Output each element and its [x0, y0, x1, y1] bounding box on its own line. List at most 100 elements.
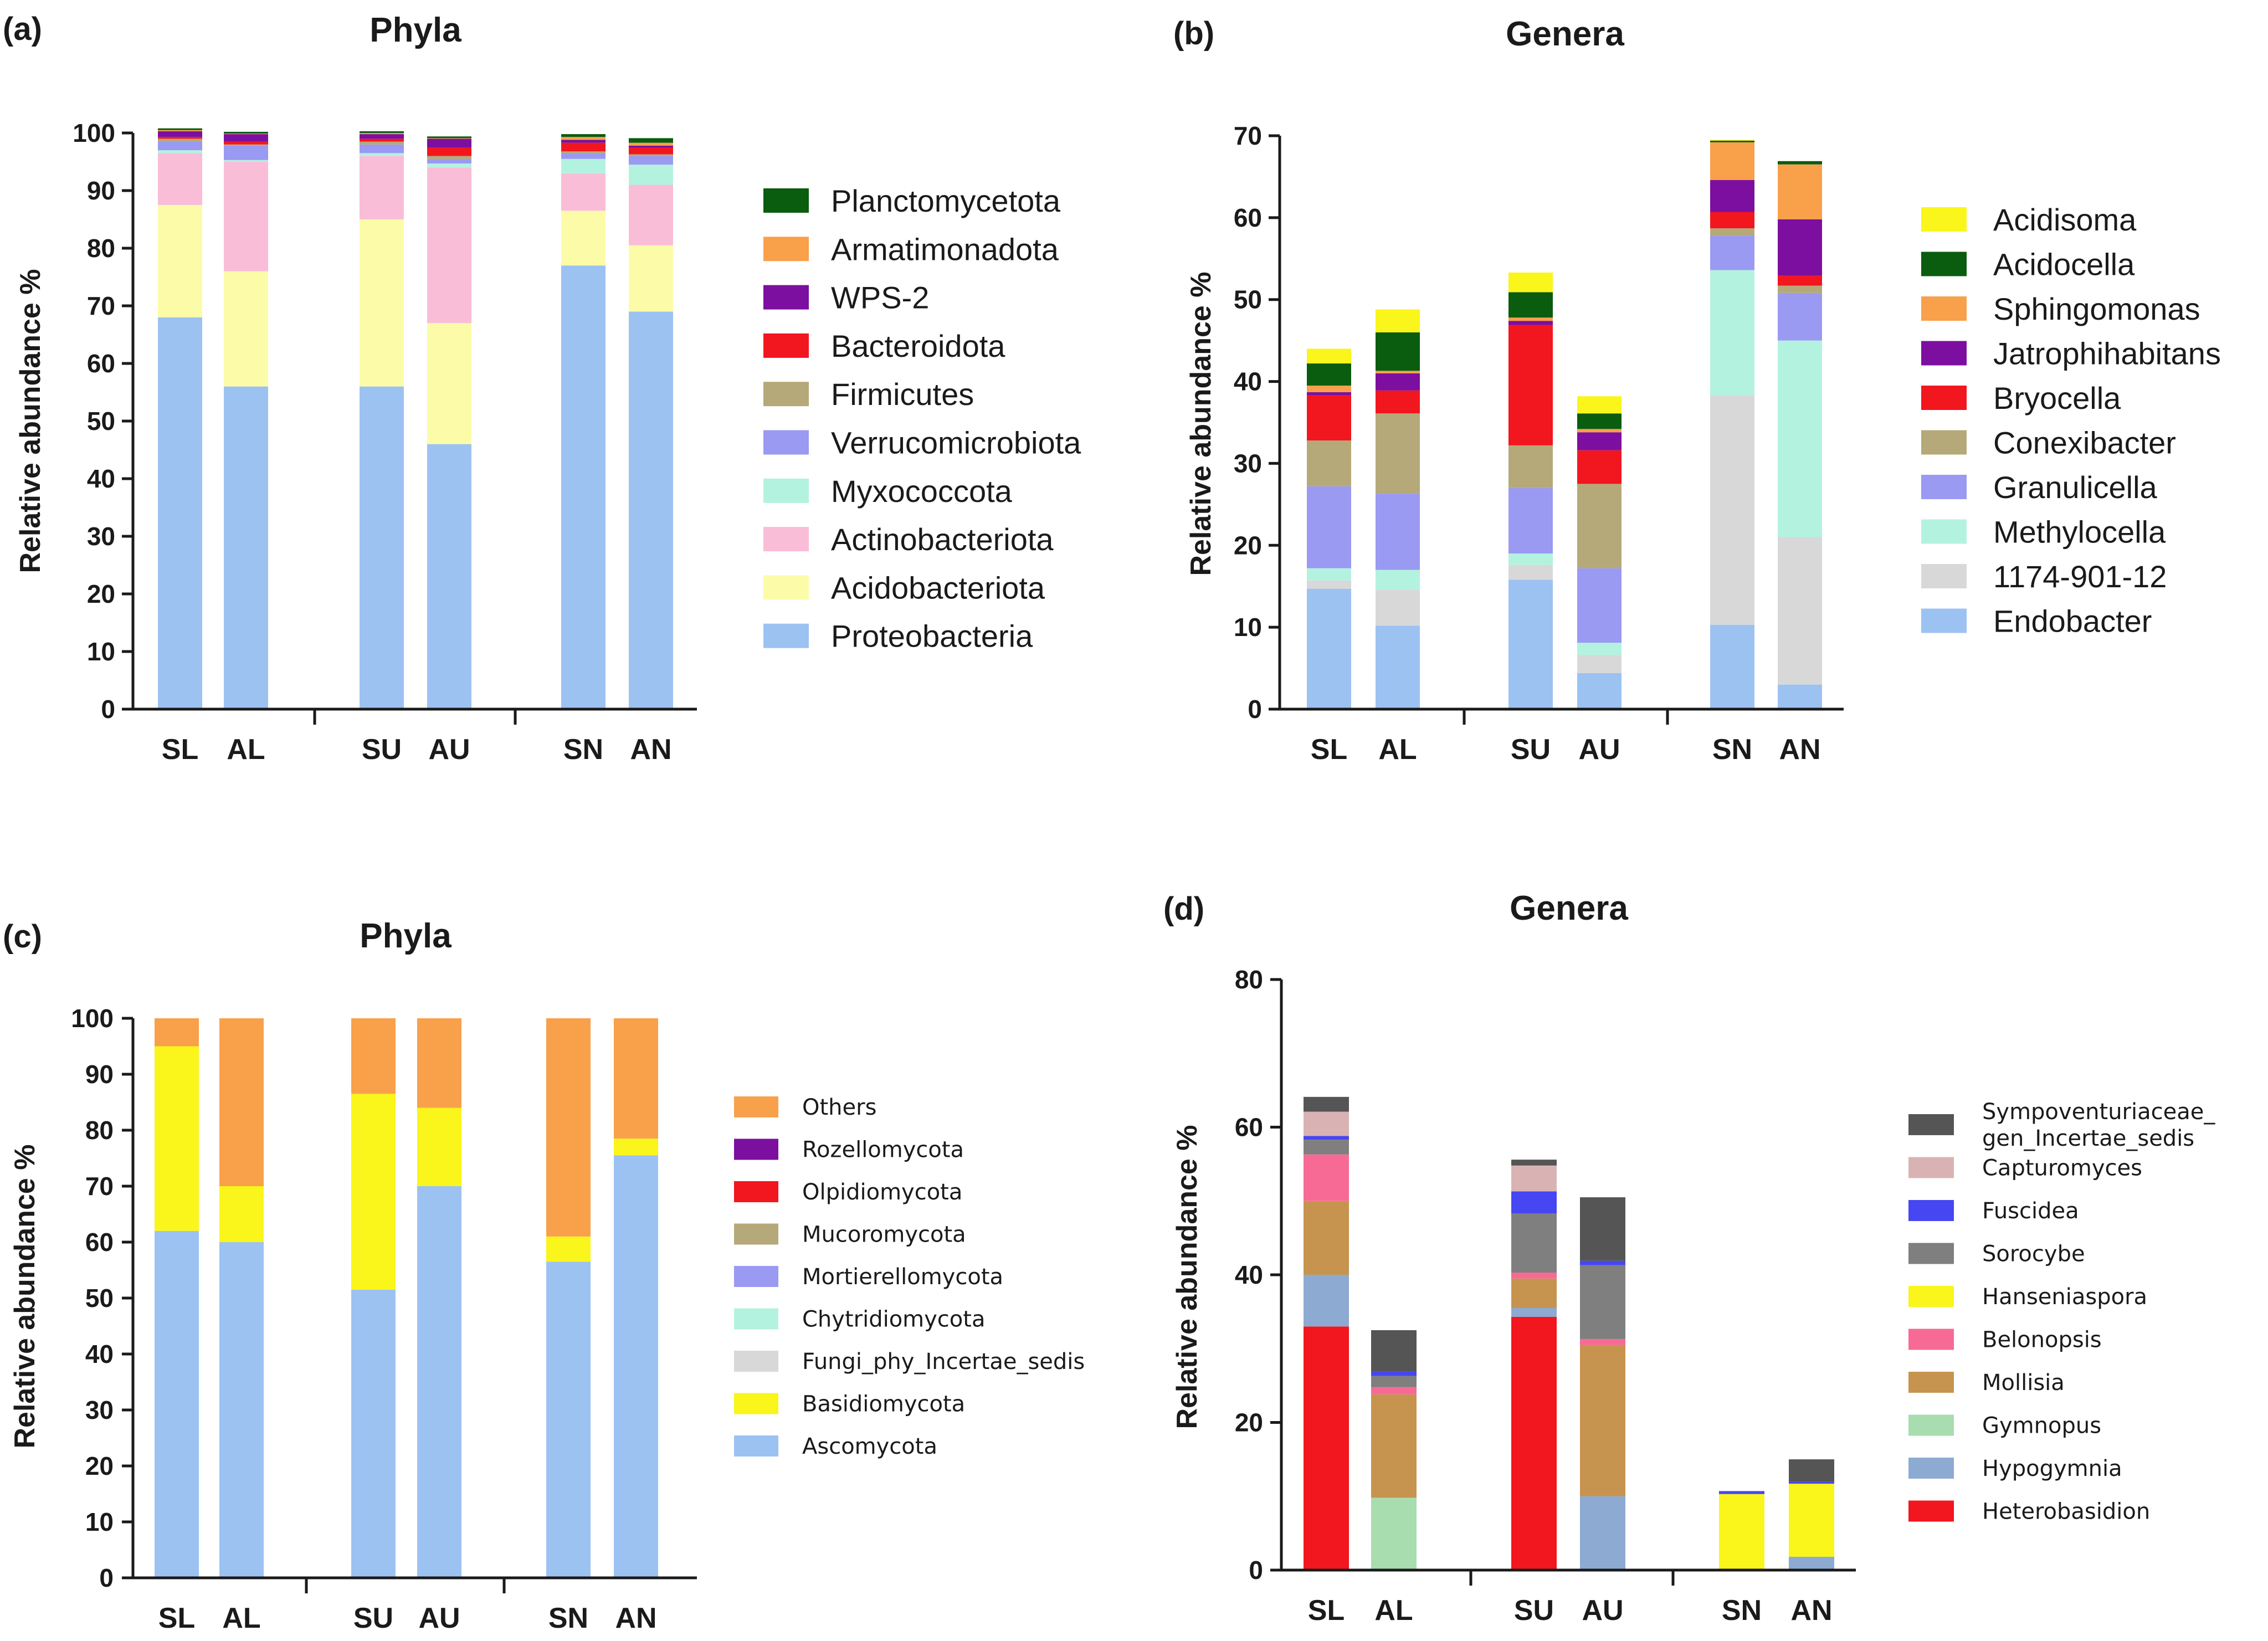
- bar-AL-basidiomycota: [219, 1186, 264, 1242]
- bar-AN-bacteroidota: [629, 147, 673, 155]
- legend-item: Fungi_phy_Incertae_sedis: [734, 1349, 1085, 1375]
- bar-SN-granulicella: [1710, 235, 1754, 270]
- legend-swatch: [1908, 1286, 1954, 1307]
- legend-label: Conexibacter: [1993, 425, 2176, 460]
- chart-panel-2: (b) Genera Relative abundance % SL AL SU AU SN A…: [1173, 15, 2221, 766]
- x-tick-label: AL: [227, 734, 265, 766]
- bar-SL-basidiomycota: [155, 1046, 199, 1231]
- bar-SU-granulicella: [1508, 488, 1553, 554]
- bar-SL-verrucomicrobiota: [158, 141, 202, 151]
- panel-label: (d): [1163, 891, 1204, 927]
- legend-item: Bacteroidota: [763, 329, 1005, 363]
- legend-swatch: [734, 1393, 778, 1414]
- bar-AN-fuscidea: [1789, 1481, 1834, 1484]
- bar-AL-sphingomonas: [1376, 371, 1420, 373]
- y-tick-label: 100: [71, 1004, 114, 1033]
- bar-AL-methylocella: [1376, 570, 1420, 590]
- legend-item: Bryocella: [1921, 381, 2121, 416]
- bar-SL-proteobacteria: [158, 317, 202, 709]
- bar-SU-sympoventuriaceae-gen-incertae-sedis: [1511, 1160, 1557, 1166]
- legend-item: Granulicella: [1921, 470, 2158, 505]
- y-tick-label: 40: [85, 1340, 114, 1368]
- bar-SU-myxococcota: [360, 153, 404, 156]
- bar-AU-sympoventuriaceae-gen-incertae-sedis: [1580, 1197, 1625, 1261]
- bar-SL-heterobasidion: [1304, 1326, 1349, 1570]
- legend-label: Acidisoma: [1993, 202, 2137, 237]
- legend-swatch: [1921, 341, 1967, 366]
- legend-label: Proteobacteria: [831, 619, 1033, 654]
- y-tick-label: 10: [85, 1507, 114, 1536]
- y-tick-label: 30: [87, 522, 115, 551]
- y-tick-label: 100: [73, 119, 115, 147]
- bar-SU-planctomycetota: [360, 131, 404, 133]
- bar-SU-conexibacter: [1508, 445, 1553, 488]
- bar-AN-armatimonadota: [629, 142, 673, 146]
- legend-label: Acidobacteriota: [831, 570, 1045, 605]
- bar-SU-sorocybe: [1511, 1213, 1557, 1273]
- legend-item: Actinobacteriota: [763, 522, 1054, 557]
- y-tick-label: 30: [1234, 449, 1262, 478]
- legend-swatch: [1921, 608, 1967, 633]
- bar-SN-armatimonadota: [561, 137, 606, 140]
- legend-item: Sorocybe: [1908, 1242, 2085, 1267]
- legend-swatch: [1921, 430, 1967, 455]
- bar-SL-sympoventuriaceae-gen-incertae-sedis: [1304, 1096, 1349, 1112]
- bar-AL-actinobacteriota: [224, 162, 268, 271]
- x-tick-label: SN: [1712, 734, 1752, 766]
- legend-item: Capturomyces: [1908, 1156, 2142, 1181]
- bar-SN-fuscidea: [1719, 1491, 1764, 1494]
- bar-SU-wps-2: [360, 134, 404, 139]
- x-tick-label: AU: [418, 1602, 460, 1634]
- legend-swatch: [1908, 1500, 1954, 1522]
- legend-item: Mucoromycota: [734, 1222, 966, 1248]
- bar-AL-bacteroidota: [224, 141, 268, 145]
- y-tick-label: 60: [87, 349, 115, 378]
- legend-item: Endobacter: [1921, 604, 2152, 639]
- legend-swatch: [734, 1181, 778, 1202]
- legend-item: Verrucomicrobiota: [763, 425, 1081, 460]
- bar-SU-bryocella: [1508, 325, 1553, 445]
- y-tick-label: 10: [87, 637, 115, 666]
- bar-SN-sphingomonas: [1710, 142, 1754, 180]
- bar-SN-myxococcota: [561, 158, 606, 173]
- legend-swatch: [1921, 296, 1967, 321]
- bar-SL-hypogymnia: [1304, 1275, 1349, 1327]
- legend-swatch: [1908, 1372, 1954, 1393]
- bar-AL-acidobacteriota: [224, 271, 268, 387]
- bar-AN-conexibacter: [1778, 285, 1822, 293]
- legend-swatch: [1908, 1114, 1954, 1135]
- x-tick-label: AU: [1582, 1594, 1623, 1627]
- bar-AN-wps-2: [629, 145, 673, 147]
- legend-swatch: [763, 382, 809, 407]
- bar-SL-firmicutes: [158, 139, 202, 142]
- bar-SU-belonopsis: [1511, 1273, 1557, 1279]
- legend-swatch: [763, 285, 809, 310]
- bar-SU-verrucomicrobiota: [360, 144, 404, 153]
- legend-item: Ascomycota: [734, 1434, 937, 1459]
- y-tick-label: 0: [1248, 695, 1262, 724]
- y-tick-label: 0: [1249, 1556, 1263, 1584]
- legend-swatch: [734, 1308, 778, 1330]
- y-tick-label: 60: [1234, 203, 1262, 232]
- bar-SL-sorocybe: [1304, 1140, 1349, 1155]
- legend-swatch: [1908, 1458, 1954, 1479]
- bar-AN-methylocella: [1778, 340, 1822, 537]
- y-tick-label: 70: [85, 1172, 114, 1201]
- legend-label: Jatrophihabitans: [1993, 336, 2221, 371]
- bar-SN-others: [546, 1018, 591, 1237]
- bar-SU-sphingomonas: [1508, 317, 1553, 321]
- legend-item: Jatrophihabitans: [1921, 336, 2221, 371]
- y-tick-label: 80: [1235, 965, 1263, 994]
- chart-panel-3: (c) Phyla Relative abundance % SL AL SU AU SN AN…: [3, 917, 1085, 1634]
- x-tick-label: AN: [615, 1602, 656, 1634]
- legend-item: Heterobasidion: [1908, 1499, 2150, 1525]
- legend-label: Endobacter: [1993, 604, 2152, 639]
- bar-SU-methylocella: [1508, 553, 1553, 565]
- bar-SL-1174-901-12: [1307, 580, 1351, 589]
- bar-SU-jatrophihabitans: [1508, 321, 1553, 325]
- legend-label: Others: [802, 1095, 876, 1120]
- y-tick-label: 80: [87, 234, 115, 263]
- legend: Others Rozellomycota Olpidiomycota Mucoromy…: [734, 1095, 1085, 1459]
- legend-label: Olpidiomycota: [802, 1180, 962, 1205]
